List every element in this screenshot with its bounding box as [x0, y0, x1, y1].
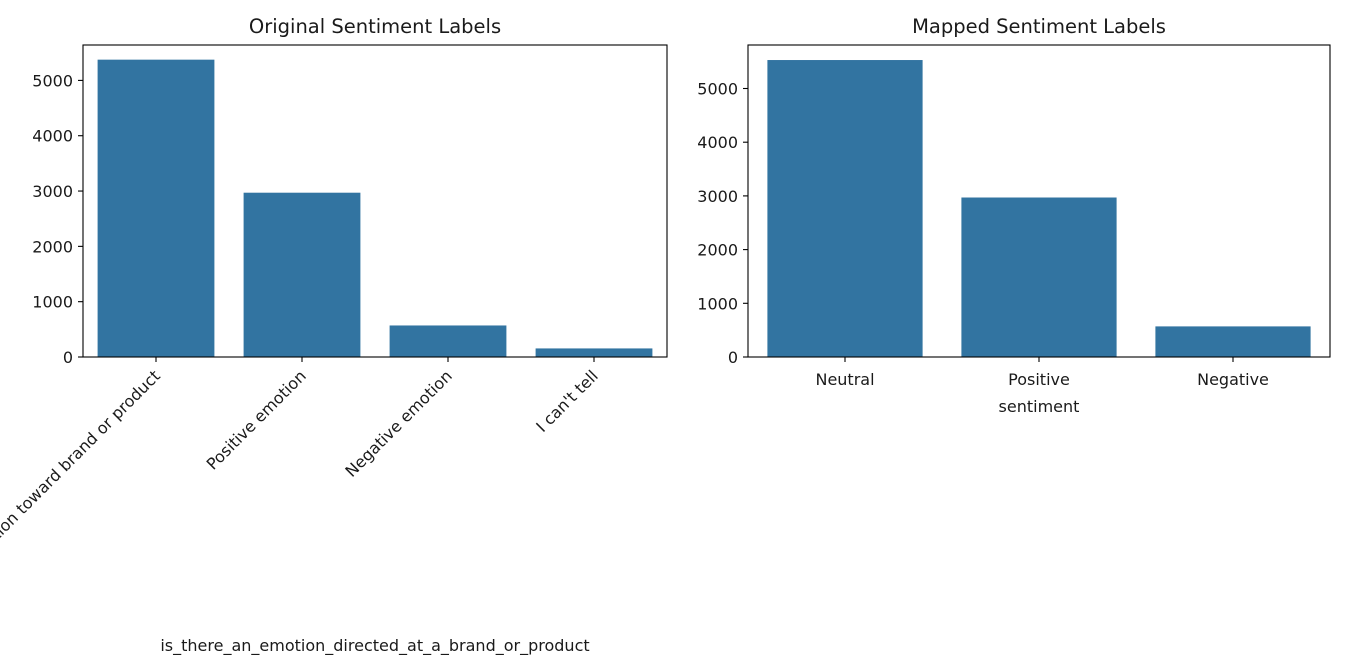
y-tick-label: 4000 — [697, 133, 738, 152]
bar-2 — [1155, 326, 1311, 357]
plot-frame — [82, 44, 668, 358]
y-tick-label: 0 — [728, 348, 738, 367]
bar-0 — [767, 60, 923, 358]
y-tick-label: 2000 — [32, 237, 73, 256]
bar-1 — [243, 192, 361, 357]
chart-original-sentiment: Original Sentiment Labels is_there_an_em… — [0, 15, 668, 656]
y-tick-label: 3000 — [697, 187, 738, 206]
chart-title: Original Sentiment Labels — [249, 15, 501, 38]
chart-mapped-sentiment: Mapped Sentiment Labels sentiment 0 1000 2… — [697, 15, 1331, 416]
x-tick-label: Negative emotion — [341, 366, 455, 480]
y-tick-label: 4000 — [32, 127, 73, 146]
x-tick-label: Negative — [1197, 370, 1269, 389]
x-ticks: No emotion toward brand or product Positi… — [0, 357, 602, 587]
bar-1 — [961, 197, 1117, 357]
x-tick-label: Positive emotion — [203, 366, 310, 473]
x-tick-label: Neutral — [815, 370, 874, 389]
bars — [97, 59, 653, 357]
y-tick-label: 5000 — [697, 79, 738, 98]
y-tick-label: 1000 — [697, 294, 738, 313]
x-ticks: Neutral Positive Negative — [815, 357, 1269, 389]
bars — [767, 60, 1311, 358]
y-tick-label: 2000 — [697, 241, 738, 260]
y-tick-label: 0 — [63, 348, 73, 367]
x-tick-label: No emotion toward brand or product — [0, 366, 164, 587]
x-tick-label: Positive — [1008, 370, 1070, 389]
x-axis-label: is_there_an_emotion_directed_at_a_brand_… — [160, 636, 589, 656]
y-tick-label: 3000 — [32, 182, 73, 201]
plot-frame — [747, 44, 1331, 358]
y-ticks: 0 1000 2000 3000 4000 5000 — [697, 79, 748, 367]
x-axis-label: sentiment — [999, 397, 1080, 416]
bar-0 — [97, 59, 215, 357]
chart-title: Mapped Sentiment Labels — [912, 15, 1166, 38]
y-tick-label: 5000 — [32, 71, 73, 90]
x-tick-label: I can't tell — [532, 366, 602, 436]
y-ticks: 0 1000 2000 3000 4000 5000 — [32, 71, 83, 367]
y-tick-label: 1000 — [32, 293, 73, 312]
bar-2 — [389, 325, 507, 357]
bar-3 — [535, 348, 653, 357]
